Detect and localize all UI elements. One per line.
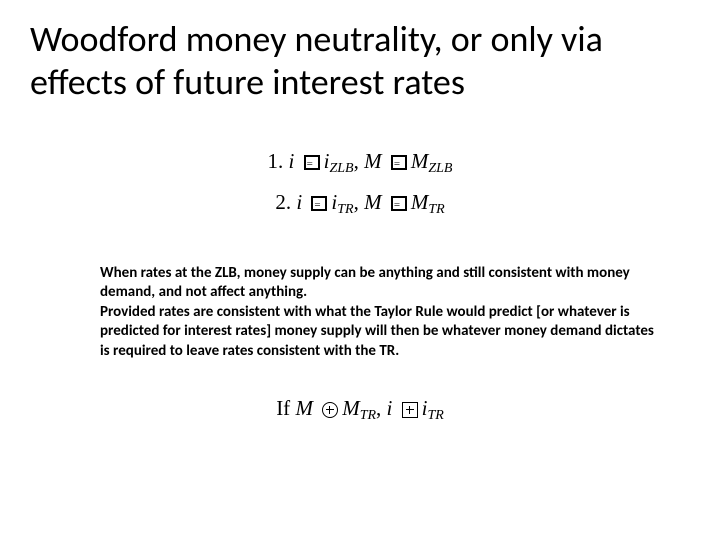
final-m: M (295, 396, 313, 420)
eq2-sub-tr: TR (337, 202, 353, 217)
eq2-sub-tr2: TR (428, 202, 444, 217)
equation-block: 1. i iZLB, M MZLB 2. i iTR, M MTR (0, 142, 720, 223)
eq1-comma: , (354, 149, 365, 173)
eq1-var-m: M (364, 149, 382, 173)
final-equation: If M MTR, i iTR (0, 396, 720, 424)
relation-symbol-icon (311, 196, 327, 211)
eq1-sub-zlb: ZLB (329, 161, 353, 176)
eq2-prefix: 2. (275, 190, 296, 214)
page-title: Woodford money neutrality, or only via e… (0, 0, 720, 104)
eq1-prefix: 1. (268, 149, 289, 173)
eq1-term-m: M (411, 149, 429, 173)
final-comma: , (376, 396, 387, 420)
body-p1: When rates at the ZLB, money supply can … (100, 264, 660, 303)
eq1-sub-zlb2: ZLB (428, 161, 452, 176)
relation-symbol-icon (322, 402, 338, 418)
equation-line-1: 1. i iZLB, M MZLB (0, 142, 720, 183)
eq2-var-i: i (296, 190, 302, 214)
relation-symbol-icon (402, 402, 418, 418)
equation-line-2: 2. i iTR, M MTR (0, 183, 720, 224)
eq1-var-i: i (289, 149, 295, 173)
final-if: If (276, 396, 295, 420)
eq2-comma: , (354, 190, 365, 214)
relation-symbol-icon (391, 196, 407, 211)
eq2-term-m: M (411, 190, 429, 214)
body-paragraph: When rates at the ZLB, money supply can … (0, 264, 720, 362)
eq2-var-m: M (364, 190, 382, 214)
final-m2: M (342, 396, 360, 420)
final-isub: TR (427, 408, 443, 423)
final-i: i (387, 396, 393, 420)
body-p2: Provided rates are consistent with what … (100, 303, 660, 362)
relation-symbol-icon (391, 155, 407, 170)
relation-symbol-icon (304, 155, 320, 170)
final-msub: TR (360, 408, 376, 423)
